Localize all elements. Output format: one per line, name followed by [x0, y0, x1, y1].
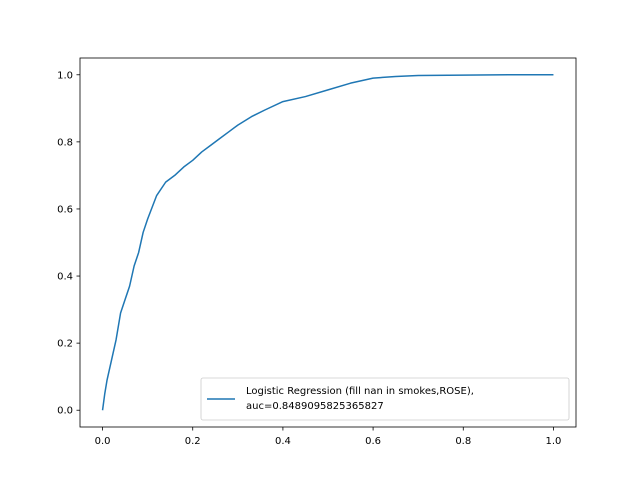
y-tick-label: 0.4 [57, 272, 73, 283]
legend-label-line: auc=0.8489095825365827 [246, 401, 384, 412]
legend-box [200, 377, 570, 421]
x-tick-label: 0.8 [455, 436, 471, 447]
x-tick-label: 0.0 [95, 436, 111, 447]
axes: 0.0 0.2 0.4 0.6 0.8 1.0 0.0 0.2 0.4 0.6 0.8 1.0 [57, 57, 577, 447]
legend-label-line: Logistic Regression (fill nan in smokes,… [246, 386, 474, 397]
y-tick-label: 0.8 [57, 137, 73, 148]
legend: Logistic Regression (fill nan in smokes,… [200, 377, 570, 421]
x-tick-label: 0.2 [185, 436, 201, 447]
axes-frame [79, 57, 577, 428]
x-tick-label: 0.4 [275, 436, 291, 447]
series-line-0 [101, 74, 554, 411]
y-tick-label: 0.6 [57, 204, 73, 215]
y-tick-label: 1.0 [57, 70, 73, 81]
x-tick-label: 1.0 [546, 436, 562, 447]
y-tick-label: 0.2 [57, 339, 73, 350]
plot-area [101, 74, 554, 411]
x-tick-label: 0.6 [365, 436, 381, 447]
y-tick-label: 0.0 [57, 406, 73, 417]
